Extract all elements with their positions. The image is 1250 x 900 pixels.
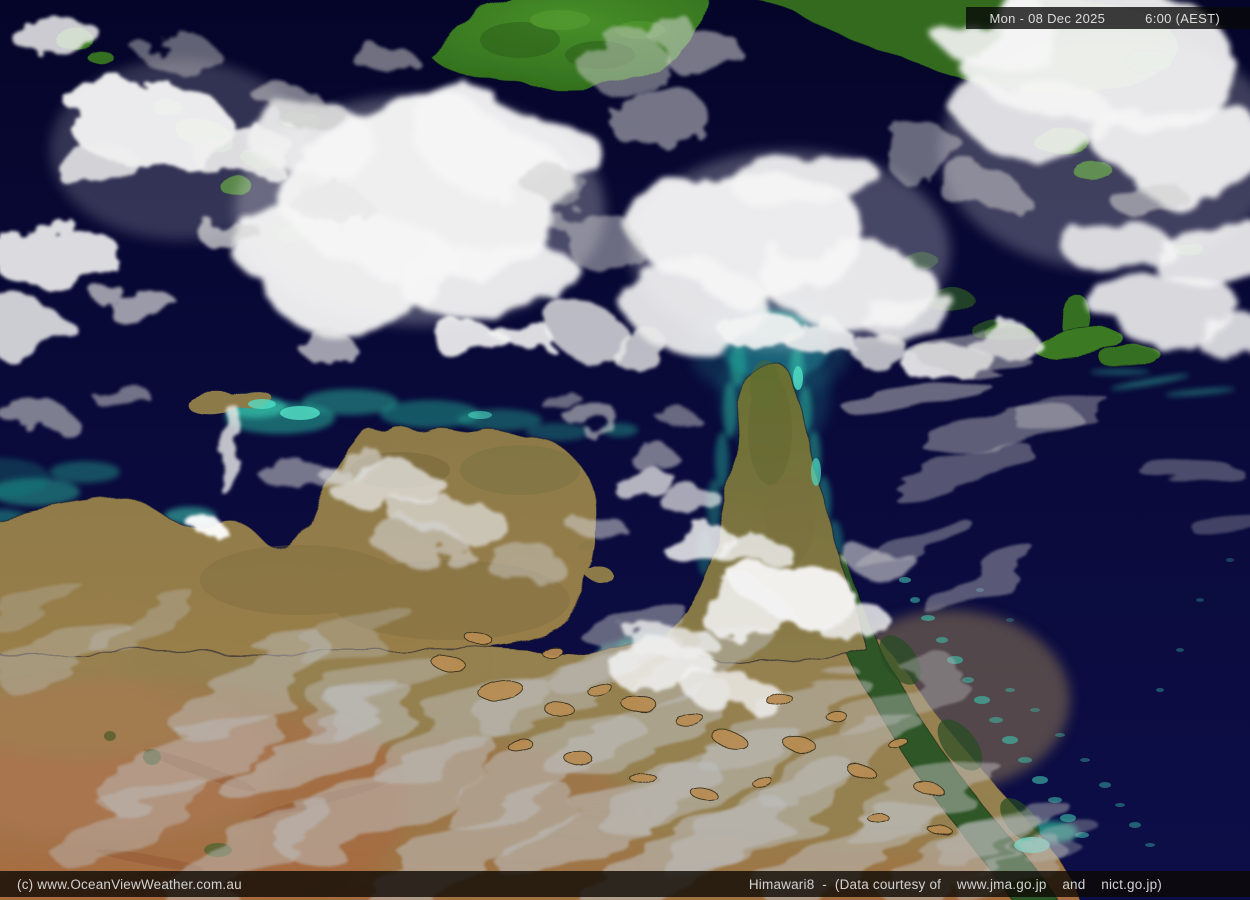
timestamp-time: 6:00 (AEST) [1145, 10, 1220, 26]
copyright-text: (c) www.OceanViewWeather.com.au [17, 876, 242, 892]
timestamp-date: Mon - 08 Dec 2025 [989, 10, 1106, 26]
timestamp-bar: Mon - 08 Dec 2025 6:00 (AEST) [965, 7, 1250, 29]
footer-bar: (c) www.OceanViewWeather.com.au Himawari… [0, 871, 1250, 897]
attribution-text: Himawari8 - (Data courtesy of www.jma.go… [748, 876, 1162, 892]
